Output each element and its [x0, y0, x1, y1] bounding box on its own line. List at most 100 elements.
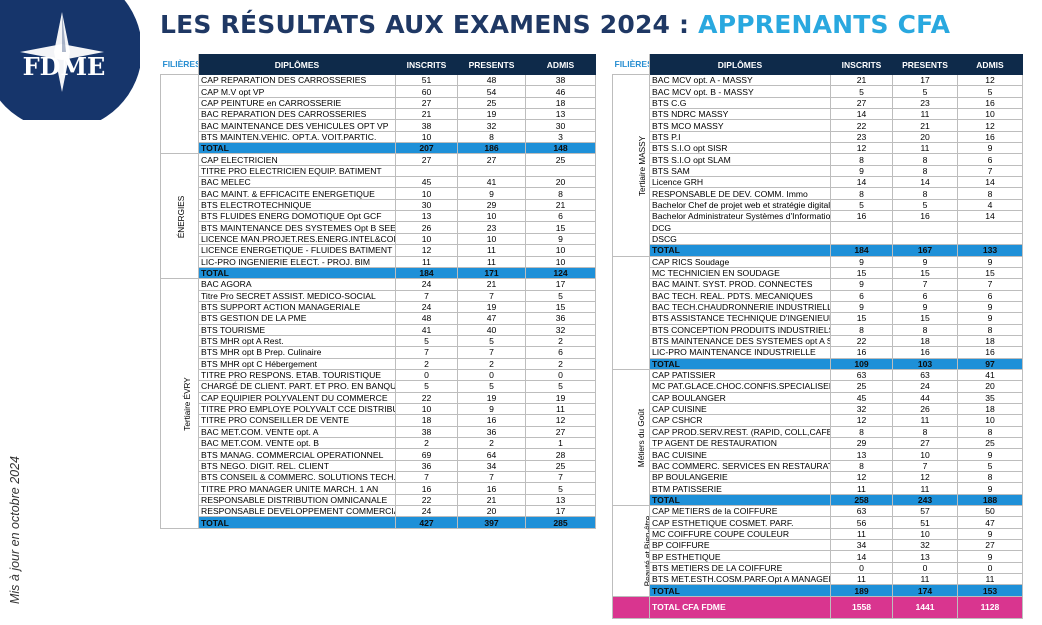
- presents-cell: 10: [457, 232, 526, 246]
- inscrits-cell: 29: [830, 436, 893, 450]
- presents-cell: 16: [457, 414, 526, 427]
- inscrits-cell: 11: [830, 482, 893, 495]
- admis-cell: 15: [957, 266, 1023, 280]
- total-inscrits-cell: 184: [395, 266, 458, 280]
- presents-cell: 8: [892, 323, 958, 336]
- table-row: CAP PEINTURE en CARROSSERIE 27 25 18: [161, 96, 596, 110]
- presents-cell: 23: [892, 96, 958, 110]
- admis-cell: [957, 221, 1023, 234]
- inscrits-cell: 10: [395, 130, 458, 144]
- table-row: BAC MAINTENANCE DES VEHICULES OPT VP 38 32…: [161, 119, 596, 132]
- admis-cell: 41: [957, 368, 1023, 382]
- presents-cell: 9: [457, 402, 526, 416]
- presents-cell: 18: [892, 334, 958, 348]
- diplome-cell: Bachelor Administrateur Systèmes d'Infor…: [649, 210, 831, 223]
- presents-cell: 7: [892, 278, 958, 291]
- total-presents-cell: 171: [457, 266, 526, 280]
- presents-cell: 40: [457, 323, 526, 336]
- inscrits-cell: 11: [830, 573, 893, 586]
- table-row: Bachelor Chef de projet web et stratégie…: [613, 198, 1023, 212]
- presents-cell: 23: [457, 221, 526, 234]
- inscrits-cell: 15: [830, 312, 893, 325]
- diplome-cell: BAC MAINT. & EFFICACITE ENERGETIQUE: [198, 187, 396, 200]
- diplome-cell: BAC AGORA: [198, 278, 396, 291]
- diplome-cell: CAP PEINTURE en CARROSSERIE: [198, 96, 396, 110]
- diplome-cell: BTS CONSEIL & COMMERC. SOLUTIONS TECH.: [198, 471, 396, 484]
- admis-cell: 10: [957, 108, 1023, 121]
- inscrits-cell: [830, 232, 893, 246]
- inscrits-cell: 24: [395, 300, 458, 314]
- table-row: Métiers du Goût CAP PATISSIER 63 63 41: [612, 368, 1023, 507]
- admis-cell: 12: [525, 414, 596, 427]
- inscrits-cell: 24: [395, 505, 458, 518]
- total-row: TOTAL 109 103 97: [613, 357, 1023, 370]
- admis-cell: 5: [525, 289, 596, 302]
- admis-cell: 28: [525, 448, 596, 461]
- table-row: BTS MHR opt B Prep. Culinaire 7 7 6: [161, 346, 596, 359]
- diplome-cell: LIC-PRO MAINTENANCE INDUSTRIELLE: [649, 346, 831, 359]
- inscrits-cell: 12: [830, 471, 893, 484]
- table-row: TITRE PRO MANAGER UNITE MARCH. 1 AN 16 16 5: [161, 482, 596, 495]
- total-diplome-cell: TOTAL: [649, 584, 831, 597]
- table-row: CAP CUISINE 32 26 18: [613, 402, 1023, 416]
- presents-cell: 11: [892, 108, 958, 121]
- filiere-name: Tertiaire MASSY: [638, 135, 648, 196]
- admis-cell: 6: [957, 289, 1023, 302]
- table-row: BTS METIERS DE LA COIFFURE 0 0 0: [613, 561, 1023, 575]
- presents-cell: 7: [457, 346, 526, 359]
- filiere-cell: Beauté et Bien-être: [612, 505, 650, 597]
- diplome-cell: BTS SAM: [649, 164, 831, 178]
- presents-cell: 24: [892, 380, 958, 393]
- inscrits-cell: 8: [830, 153, 893, 166]
- inscrits-cell: 38: [395, 425, 458, 439]
- diplome-cell: BTS TOURISME: [198, 323, 396, 336]
- admis-cell: 2: [525, 357, 596, 370]
- table-row: BTS MANAG. COMMERCIAL OPERATIONNEL 69 64 28: [161, 448, 596, 461]
- total-presents-cell: 186: [457, 142, 526, 155]
- table-row: CAP BOULANGER 45 44 35: [613, 391, 1023, 404]
- admis-cell: 9: [957, 448, 1023, 461]
- inscrits-cell: 63: [830, 505, 893, 518]
- table-row: CAP CSHCR 12 11 10: [613, 414, 1023, 427]
- diplome-cell: BTS CONCEPTION PRODUITS INDUSTRIELS: [649, 323, 831, 336]
- diplome-cell: CAP REPARATION DES CARROSSERIES: [198, 73, 396, 87]
- inscrits-cell: 14: [830, 176, 893, 189]
- presents-cell: 41: [457, 176, 526, 189]
- admis-cell: 10: [525, 255, 596, 268]
- inscrits-cell: 34: [830, 539, 893, 552]
- inscrits-cell: 27: [395, 96, 458, 110]
- inscrits-cell: 11: [395, 255, 458, 268]
- diplome-cell: BTS S.I.O opt SLAM: [649, 153, 831, 166]
- diplome-cell: TITRE PRO CONSEILLER DE VENTE: [198, 414, 396, 427]
- table-row: BTS CONSEIL & COMMERC. SOLUTIONS TECH. 7 7…: [161, 471, 596, 484]
- inscrits-cell: 25: [830, 380, 893, 393]
- presents-cell: 63: [892, 368, 958, 382]
- admis-cell: 9: [957, 550, 1023, 563]
- presents-cell: 6: [892, 289, 958, 302]
- presents-cell: 8: [457, 130, 526, 144]
- total-admis-cell: 133: [957, 244, 1023, 257]
- inscrits-cell: 45: [830, 391, 893, 404]
- presents-cell: 10: [457, 210, 526, 223]
- table-row: BAC MAINT. SYST. PROD. CONNECTES 9 7 7: [613, 278, 1023, 291]
- diplome-cell: BAC MET.COM. VENTE opt. B: [198, 436, 396, 450]
- header-inscrits: INSCRITS: [830, 54, 893, 75]
- diplome-cell: LICENCE MAN.PROJET.RES.ENERG.INTEL&COM: [198, 232, 396, 246]
- presents-cell: 15: [892, 312, 958, 325]
- total-presents-cell: 243: [892, 493, 958, 507]
- inscrits-cell: 7: [395, 289, 458, 302]
- inscrits-cell: 14: [830, 550, 893, 563]
- total-admis-cell: 153: [957, 584, 1023, 597]
- presents-cell: 5: [892, 85, 958, 98]
- table-row: BP COIFFURE 34 32 27: [613, 539, 1023, 552]
- inscrits-cell: 27: [395, 153, 458, 166]
- diplome-cell: LICENCE ENERGETIQUE - FLUIDES BATIMENT: [198, 244, 396, 257]
- admis-cell: 9: [957, 300, 1023, 314]
- presents-cell: 10: [892, 448, 958, 461]
- total-diplome-cell: TOTAL: [198, 142, 396, 155]
- presents-cell: 2: [457, 357, 526, 370]
- admis-cell: 10: [525, 244, 596, 257]
- admis-cell: 6: [957, 153, 1023, 166]
- diplome-cell: BAC TECH.CHAUDRONNERIE INDUSTRIELLE: [649, 300, 831, 314]
- admis-cell: 7: [525, 471, 596, 484]
